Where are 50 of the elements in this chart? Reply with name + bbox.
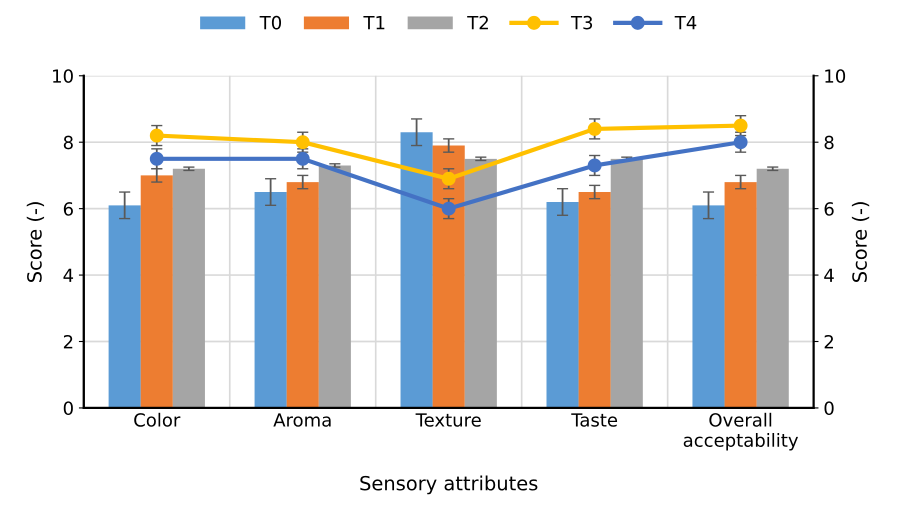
point [588, 122, 602, 136]
bar [546, 202, 579, 408]
bar [432, 146, 465, 408]
legend-label: T3 [570, 16, 592, 30]
bar [610, 158, 643, 408]
point [734, 118, 748, 133]
y-tick-label: 2 [64, 334, 72, 348]
bar [692, 205, 725, 408]
bar [140, 175, 173, 408]
y2-tick-label: 4 [824, 268, 834, 282]
bar [400, 132, 433, 408]
y2-axis-title: Score (-) [852, 202, 870, 282]
x-axis-title: Sensory attributes [360, 475, 538, 494]
point [296, 152, 310, 166]
legend-label: T4 [674, 16, 696, 30]
bar [724, 182, 757, 408]
y-tick-label: 10 [53, 69, 73, 83]
y2-tick-label: 0 [824, 401, 834, 416]
bar [756, 168, 789, 408]
bar [286, 182, 319, 408]
x-tick-label: Aroma [273, 413, 331, 427]
bar [578, 192, 611, 408]
legend-label: T1 [363, 16, 384, 30]
point [734, 135, 748, 150]
y-tick-label: 6 [64, 202, 73, 216]
point [150, 128, 164, 143]
point [588, 158, 602, 172]
x-tick-label: Texture [416, 413, 481, 427]
y-tick-label: 0 [64, 401, 73, 416]
x-tick-label: Overall acceptability [684, 412, 798, 450]
legend-label: T0 [260, 16, 282, 30]
bar [318, 165, 351, 408]
bar [254, 192, 287, 408]
point [442, 172, 456, 186]
y2-tick-label: 2 [824, 334, 834, 348]
point [442, 202, 456, 216]
y-tick-label: 8 [64, 136, 73, 150]
legend-label: T2 [467, 16, 488, 30]
point [296, 135, 310, 150]
y2-tick-label: 6 [824, 202, 834, 216]
bar [108, 205, 141, 408]
bar [172, 168, 205, 408]
y2-tick-label: 10 [825, 69, 846, 83]
y-axis-title: Score (-) [26, 202, 44, 282]
bar [464, 158, 497, 408]
y-tick-label: 4 [63, 268, 74, 282]
x-tick-label: Taste [571, 413, 618, 427]
y2-tick-label: 8 [824, 136, 834, 150]
x-tick-label: Color [134, 412, 180, 427]
point [150, 152, 164, 166]
